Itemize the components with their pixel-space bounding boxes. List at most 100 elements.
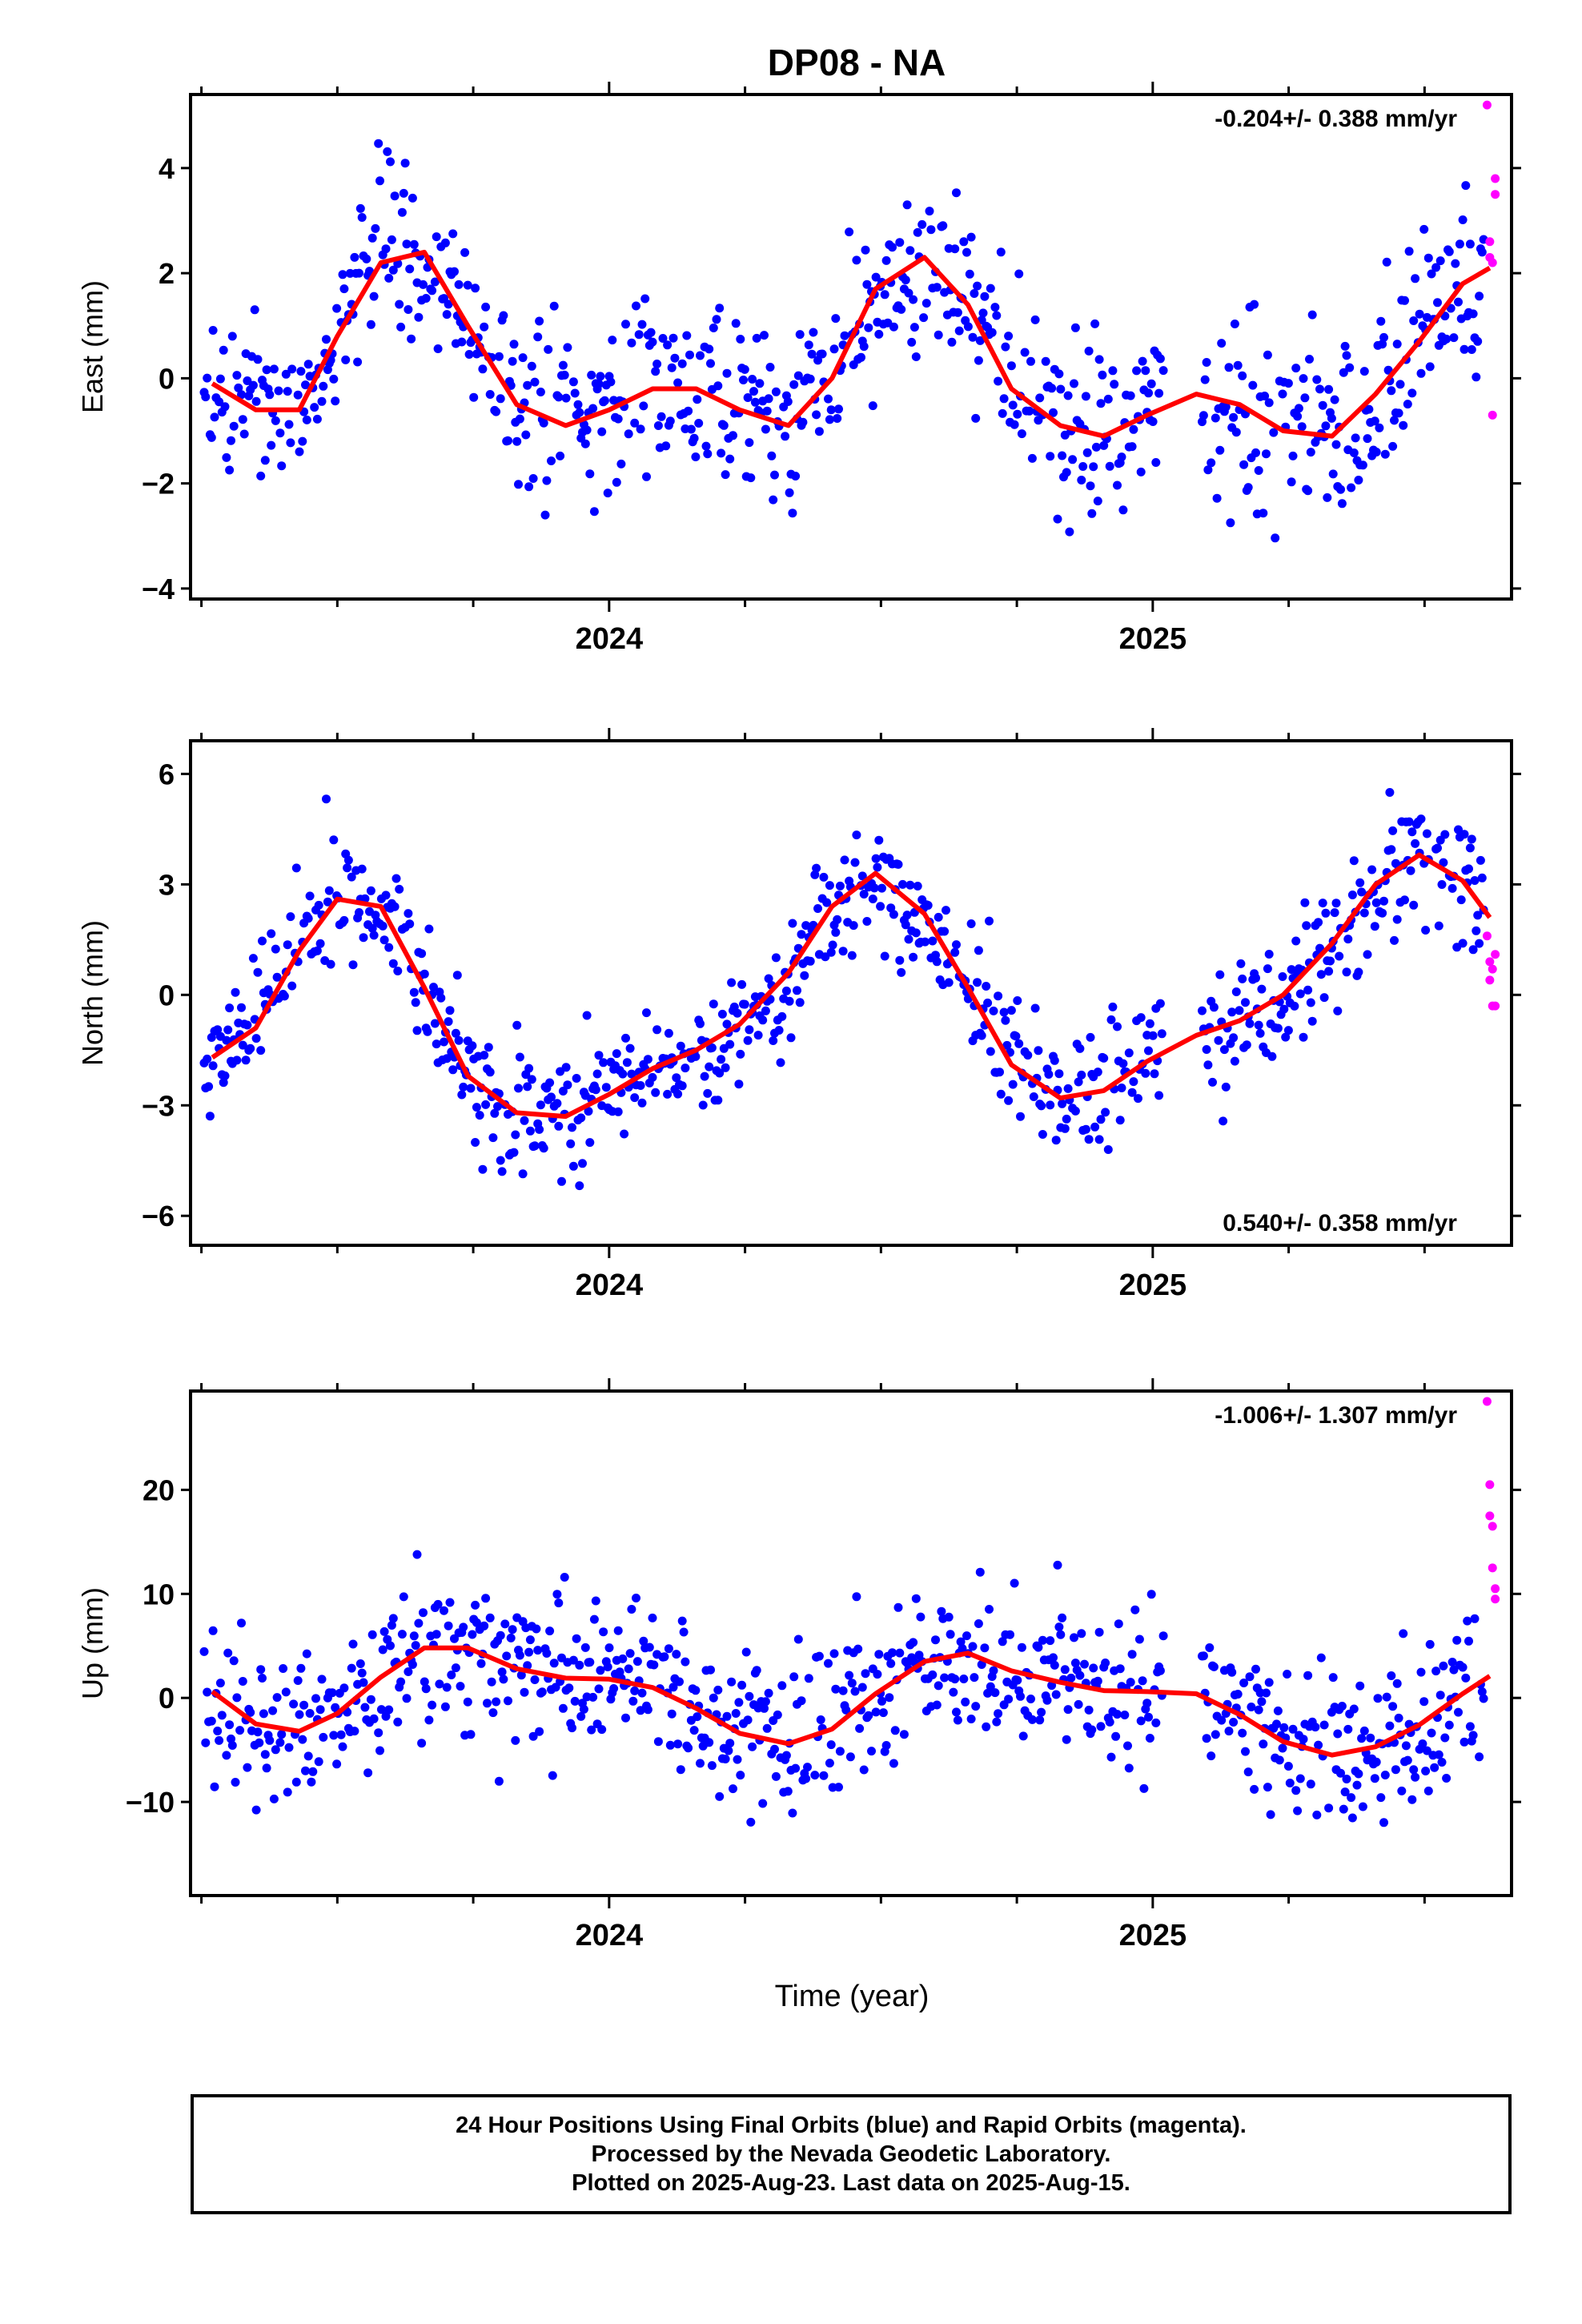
final-point xyxy=(1211,1730,1220,1739)
final-point xyxy=(536,1100,545,1110)
final-point xyxy=(471,283,480,293)
final-point xyxy=(409,1631,419,1641)
final-point xyxy=(1435,256,1445,266)
final-point xyxy=(1111,1731,1121,1741)
final-point xyxy=(1275,1755,1284,1765)
final-point xyxy=(816,1715,825,1724)
final-point xyxy=(447,1671,456,1679)
final-point xyxy=(258,1674,267,1683)
final-point xyxy=(1279,1004,1289,1014)
final-point xyxy=(825,1759,834,1768)
final-point xyxy=(1447,1658,1457,1667)
final-point xyxy=(1008,1080,1018,1089)
final-point xyxy=(743,393,753,402)
final-point xyxy=(1347,1793,1356,1803)
rapid-point xyxy=(1491,950,1500,959)
final-point xyxy=(781,986,791,995)
final-point xyxy=(535,1727,544,1736)
final-point xyxy=(739,376,748,384)
final-point xyxy=(576,1113,586,1123)
final-point xyxy=(639,401,648,411)
final-point xyxy=(762,1723,772,1733)
final-point xyxy=(419,1608,428,1618)
final-point xyxy=(1035,1715,1045,1725)
final-point xyxy=(1390,935,1399,945)
final-point xyxy=(332,1759,342,1769)
final-point xyxy=(1090,319,1100,328)
final-point xyxy=(994,1709,1003,1719)
final-point xyxy=(975,336,985,345)
final-point xyxy=(305,1709,315,1718)
final-point xyxy=(1093,1676,1102,1686)
final-point xyxy=(640,294,650,304)
final-point xyxy=(291,1777,301,1787)
final-point xyxy=(624,1664,633,1674)
final-point xyxy=(238,415,247,424)
final-point xyxy=(1145,1019,1154,1028)
final-point xyxy=(589,507,599,517)
final-point xyxy=(355,908,363,917)
final-point xyxy=(644,1642,654,1652)
final-point xyxy=(440,1037,448,1047)
footer-line-1: 24 Hour Positions Using Final Orbits (bl… xyxy=(456,2113,1247,2138)
final-point xyxy=(853,1644,863,1654)
final-point xyxy=(606,377,616,387)
final-point xyxy=(814,1651,824,1661)
final-point xyxy=(1093,497,1102,506)
final-point xyxy=(1239,460,1249,469)
final-point xyxy=(677,1616,687,1626)
final-point xyxy=(1335,951,1344,961)
final-point xyxy=(622,1058,632,1068)
final-point xyxy=(1014,269,1024,279)
final-point xyxy=(539,418,548,428)
final-point xyxy=(731,1709,741,1718)
final-point xyxy=(636,1081,645,1090)
final-point xyxy=(1279,1723,1289,1732)
final-point xyxy=(310,403,319,412)
final-point xyxy=(913,227,922,237)
final-point xyxy=(381,1711,391,1721)
final-point xyxy=(1387,386,1396,396)
final-point xyxy=(271,416,280,425)
final-point xyxy=(624,429,633,439)
final-point xyxy=(880,290,889,300)
final-point xyxy=(485,1068,495,1077)
final-point xyxy=(492,407,501,416)
final-point xyxy=(736,335,745,344)
final-point xyxy=(621,1713,630,1723)
final-point xyxy=(408,193,417,203)
final-point xyxy=(367,233,377,243)
final-point xyxy=(238,1040,247,1050)
final-point xyxy=(1321,421,1331,431)
final-point xyxy=(231,987,240,997)
final-point xyxy=(532,1624,541,1634)
final-point xyxy=(725,454,735,464)
final-point xyxy=(518,1169,528,1179)
final-point xyxy=(1380,449,1390,459)
final-point xyxy=(568,1655,578,1665)
final-point xyxy=(496,394,505,404)
final-point xyxy=(825,415,834,424)
final-point xyxy=(703,1088,713,1098)
final-point xyxy=(518,353,528,363)
final-point xyxy=(570,388,580,398)
final-point xyxy=(1124,1763,1134,1773)
final-point xyxy=(1262,449,1271,459)
final-point xyxy=(454,279,464,289)
final-point xyxy=(788,919,797,928)
final-point xyxy=(888,243,897,252)
final-point xyxy=(786,1033,796,1043)
final-point xyxy=(966,1715,976,1723)
final-point xyxy=(604,1643,614,1653)
final-point xyxy=(862,917,872,926)
final-point xyxy=(764,394,773,404)
final-point xyxy=(717,1055,726,1064)
final-point xyxy=(520,1116,529,1125)
final-point xyxy=(1421,926,1431,935)
final-point xyxy=(296,367,306,376)
final-point xyxy=(1330,395,1339,404)
final-point xyxy=(953,1715,962,1725)
final-point xyxy=(350,1727,359,1736)
rapid-point xyxy=(1482,100,1492,110)
x-tick-label: 2024 xyxy=(576,1919,644,1952)
